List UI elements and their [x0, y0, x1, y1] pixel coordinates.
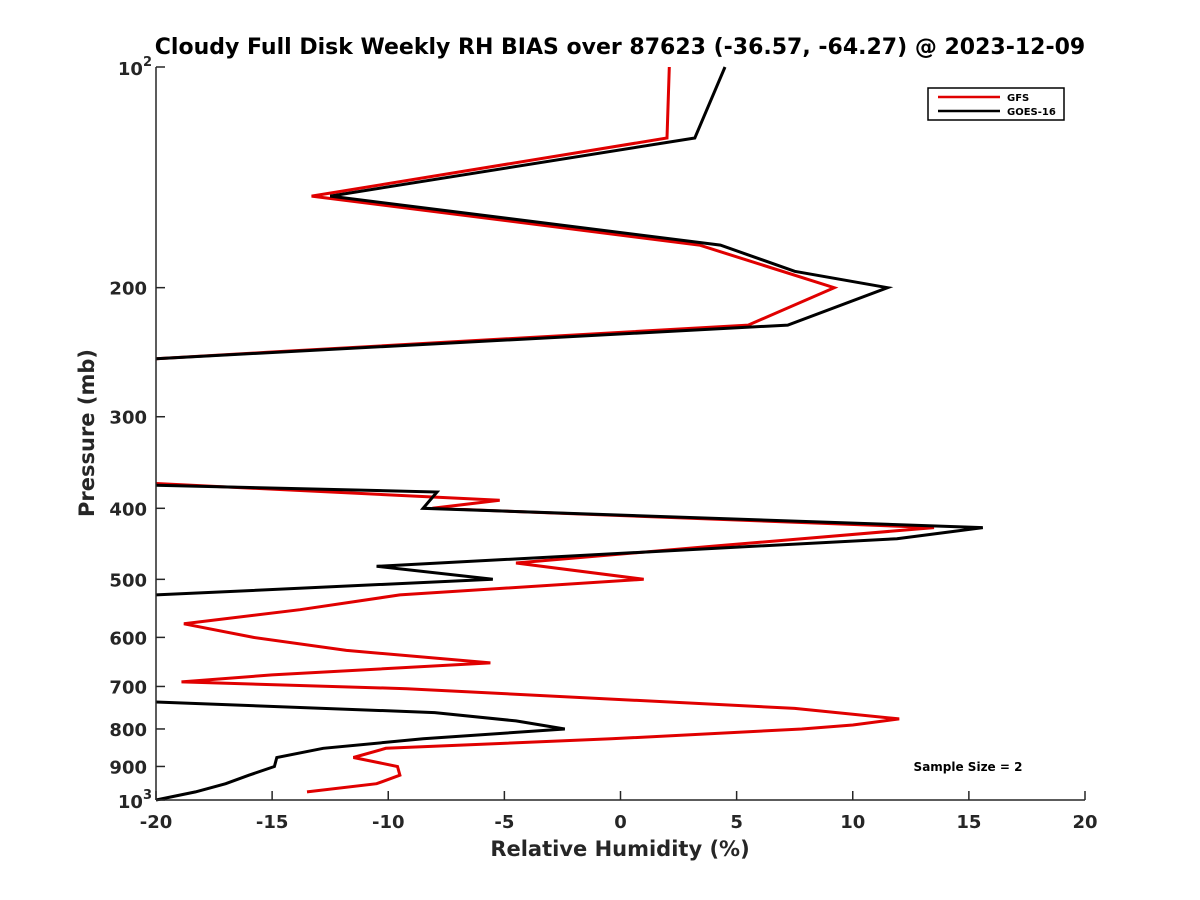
y-axis-title: Pressure (mb)	[75, 349, 99, 517]
x-tick-label: 0	[614, 812, 627, 833]
y-tick-label: 500	[109, 570, 147, 591]
y-tick-base: 10	[118, 792, 143, 813]
y-tick-base: 10	[118, 59, 143, 80]
y-tick-label-power: 102	[118, 55, 152, 80]
legend-label: GFS	[1007, 93, 1029, 104]
axes-background	[156, 67, 1085, 800]
y-tick-label: 700	[109, 677, 147, 698]
y-tick-label: 300	[109, 408, 147, 429]
y-tick-exponent: 3	[143, 788, 152, 803]
x-tick-label: -20	[140, 812, 173, 833]
legend-box	[927, 87, 1065, 121]
x-tick-label: -15	[256, 812, 289, 833]
y-tick-exponent: 2	[143, 55, 152, 70]
x-tick-label: 10	[840, 812, 865, 833]
y-tick-label: 600	[109, 628, 147, 649]
legend-label: GOES-16	[1007, 107, 1056, 118]
y-tick-label: 400	[109, 499, 147, 520]
legend-entries: GFS GOES-16	[938, 93, 1056, 118]
y-tick-label: 800	[109, 720, 147, 741]
series-line-goes-16	[155, 700, 566, 802]
x-axis-title: Relative Humidity (%)	[490, 837, 749, 861]
series-line-goes-16	[155, 483, 983, 597]
y-tick-label-power: 103	[118, 788, 152, 813]
y-tick-label: 900	[109, 757, 147, 778]
sample-size-annotation: Sample Size = 2	[914, 760, 1023, 774]
series-layer	[155, 66, 983, 802]
y-tick-label: 200	[109, 279, 147, 300]
series-line-goes-16	[155, 66, 894, 361]
plot-area: -20 -15 -10 -5 0 5 10 15 20 200 300 400 500 600 700 80…	[109, 55, 1097, 833]
x-axis-ticks: -20 -15 -10 -5 0 5 10 15 20	[140, 791, 1098, 833]
x-tick-label: 5	[730, 812, 743, 833]
x-tick-label: 20	[1072, 812, 1097, 833]
legend: GFS GOES-16	[927, 87, 1065, 121]
x-tick-label: -5	[494, 812, 514, 833]
chart-title: Cloudy Full Disk Weekly RH BIAS over 876…	[155, 35, 1085, 60]
x-tick-label: 15	[956, 812, 981, 833]
x-tick-label: -10	[372, 812, 405, 833]
